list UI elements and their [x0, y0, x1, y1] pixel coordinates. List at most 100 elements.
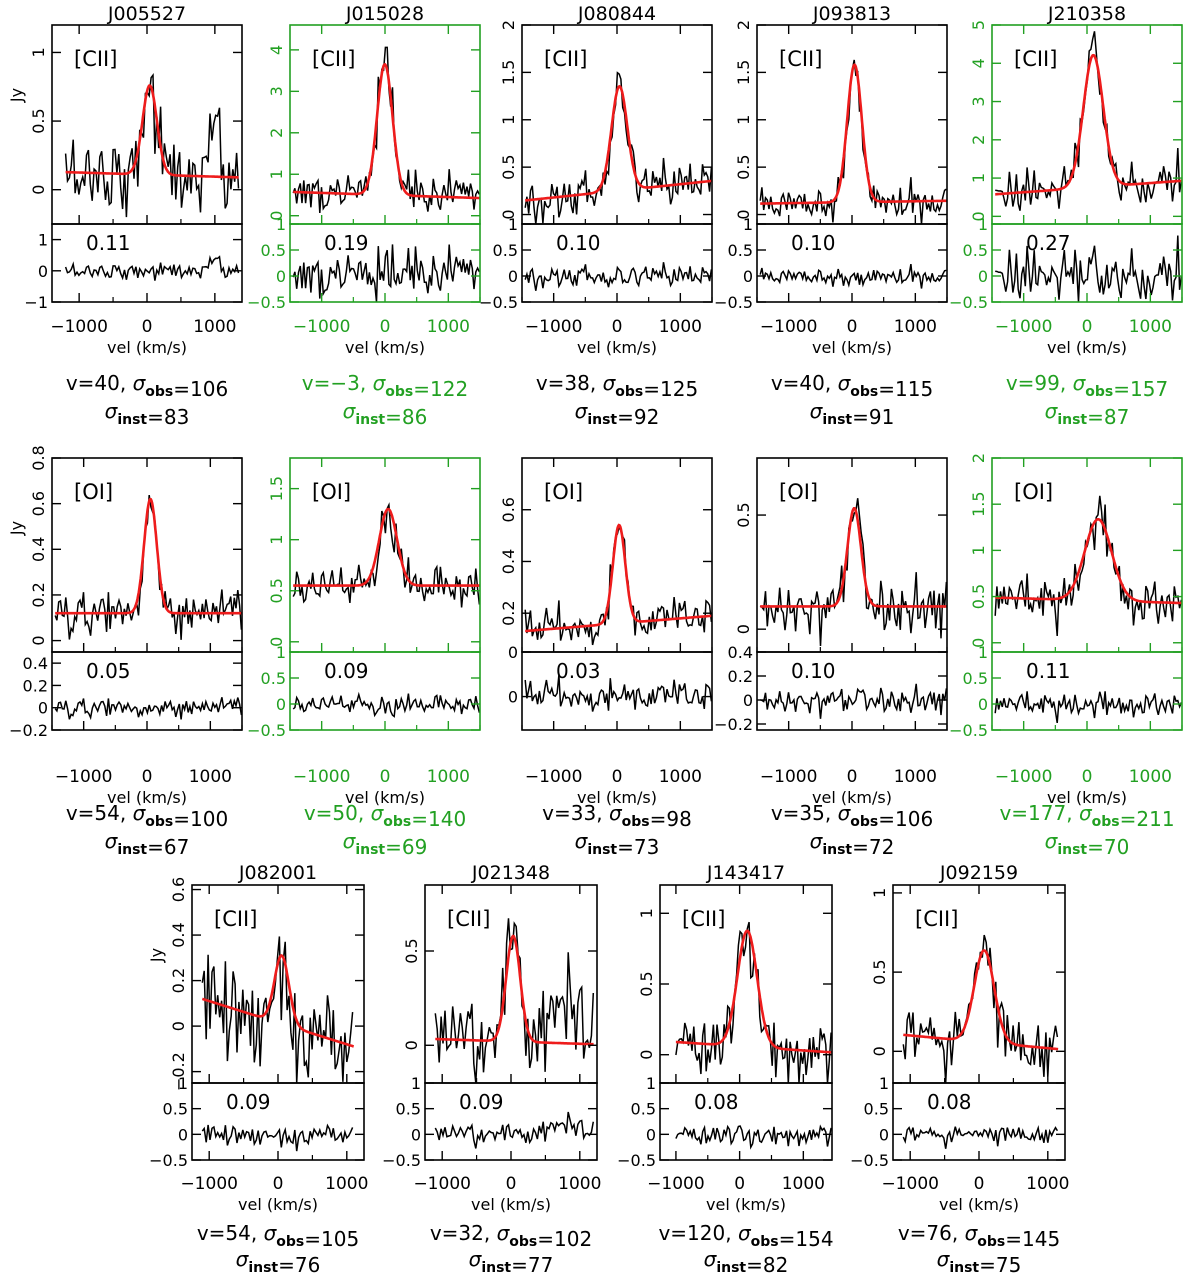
- y-tick-label: 2: [969, 135, 988, 145]
- panel-title: J092159: [939, 862, 1018, 884]
- resid-y-tick-label: 0: [743, 267, 753, 286]
- resid-y-tick-label: −0.5: [247, 293, 286, 312]
- observed-spectrum-line: [201, 936, 354, 1084]
- y-tick-label: 1: [499, 115, 518, 125]
- y-tick-label: 0.5: [734, 502, 753, 527]
- x-tick-label: −1000: [525, 767, 583, 787]
- gaussian-fit-line: [65, 84, 239, 179]
- residual-line: [434, 1111, 595, 1149]
- panel-title: J093813: [812, 3, 891, 25]
- x-tick-label: 1000: [659, 767, 702, 787]
- resid-y-tick-label: 0.5: [261, 669, 286, 688]
- fit-caption-inst: σinst=76: [236, 1247, 321, 1277]
- emission-line-label: [CII]: [74, 47, 117, 71]
- x-tick-label: 1000: [189, 767, 232, 787]
- fit-caption-velocity: v=54, σobs=105: [197, 1221, 359, 1251]
- resid-y-tick-label: 0: [978, 695, 988, 714]
- x-tick-label: −1000: [413, 1174, 471, 1194]
- x-tick-label: −1000: [293, 317, 351, 337]
- x-axis-label: vel (km/s): [345, 788, 425, 807]
- y-tick-label: 0.5: [734, 154, 753, 179]
- x-tick-label: −1000: [50, 317, 108, 337]
- fit-caption-inst: σinst=72: [810, 829, 895, 859]
- observed-spectrum-line: [902, 934, 1059, 1084]
- observed-spectrum-line: [675, 921, 832, 1084]
- y-tick-label: 0: [267, 211, 286, 221]
- y-tick-label: 3: [267, 86, 286, 96]
- x-tick-label: 0: [1082, 767, 1093, 787]
- fit-caption-inst: σinst=70: [1045, 829, 1130, 859]
- resid-y-tick-label: 0.2: [728, 667, 753, 686]
- y-tick-label: 0.6: [169, 877, 188, 902]
- fit-caption-inst: σinst=73: [575, 829, 660, 859]
- x-tick-label: 0: [847, 317, 858, 337]
- x-tick-label: 1000: [325, 1174, 368, 1194]
- x-tick-label: 1000: [427, 317, 470, 337]
- y-tick-label: 2: [969, 453, 988, 463]
- resid-y-tick-label: 0: [879, 1125, 889, 1144]
- y-tick-label: 0: [29, 185, 48, 195]
- x-tick-label: 1000: [558, 1174, 601, 1194]
- resid-y-tick-label: 0: [411, 1125, 421, 1144]
- y-tick-label: 0.6: [499, 497, 518, 522]
- resid-y-tick-label: 0.5: [163, 1100, 188, 1119]
- resid-y-tick-label: 1: [743, 215, 753, 234]
- gaussian-fit-line: [760, 506, 947, 608]
- observed-spectrum-line: [759, 498, 948, 647]
- x-tick-label: −1000: [760, 767, 818, 787]
- fit-caption-velocity: v=33, σobs=98: [542, 801, 692, 831]
- y-tick-label: 5: [969, 20, 988, 30]
- x-tick-label: −1000: [55, 767, 113, 787]
- y-tick-label: 1: [734, 115, 753, 125]
- gaussian-fit-line: [293, 62, 480, 200]
- resid-y-tick-label: 0: [178, 1125, 188, 1144]
- y-tick-label: 0.2: [169, 968, 188, 993]
- residual-rms-label: 0.10: [556, 231, 601, 255]
- resid-y-tick-label: −0.5: [714, 293, 753, 312]
- y-tick-label: 0.8: [29, 445, 48, 470]
- residual-rms-label: 0.11: [1026, 659, 1071, 683]
- emission-line-label: [OI]: [779, 480, 818, 504]
- x-tick-label: 0: [612, 767, 623, 787]
- fit-caption-inst: σinst=77: [469, 1247, 554, 1277]
- y-tick-label: 0.6: [29, 491, 48, 516]
- resid-y-tick-label: 1: [276, 643, 286, 662]
- resid-y-tick-label: −0.2: [714, 715, 753, 734]
- panel-title: J021348: [471, 862, 550, 884]
- residual-line: [54, 697, 243, 721]
- residual-rms-label: 0.10: [791, 231, 836, 255]
- gaussian-fit-line: [435, 934, 594, 1046]
- y-tick-label: 1: [267, 169, 286, 179]
- resid-y-tick-label: 0: [646, 1125, 656, 1144]
- y-tick-label: 0: [969, 638, 988, 648]
- x-tick-label: 1000: [894, 767, 937, 787]
- residual-rms-label: 0.09: [459, 1090, 504, 1114]
- panel-title: J080844: [577, 3, 656, 25]
- resid-y-tick-label: 0: [743, 691, 753, 710]
- resid-y-tick-label: 0: [276, 695, 286, 714]
- x-tick-label: 0: [612, 317, 623, 337]
- x-axis-label: vel (km/s): [345, 338, 425, 357]
- emission-line-label: [OI]: [544, 480, 583, 504]
- residual-frame: [892, 1082, 1066, 1161]
- fit-caption-inst: σinst=83: [105, 399, 190, 429]
- residual-frame: [521, 223, 713, 303]
- resid-y-tick-label: 0: [38, 262, 48, 281]
- x-axis-label: vel (km/s): [471, 1195, 551, 1214]
- y-tick-label: 0: [29, 635, 48, 645]
- resid-y-tick-label: 0.5: [963, 669, 988, 688]
- x-axis-label: vel (km/s): [939, 1195, 1019, 1214]
- residual-frame: [659, 1082, 833, 1161]
- emission-line-label: [CII]: [779, 47, 822, 71]
- resid-y-tick-label: 1: [978, 643, 988, 662]
- y-tick-label: 1: [29, 47, 48, 57]
- x-tick-label: 1000: [659, 317, 702, 337]
- x-axis-label: vel (km/s): [1047, 788, 1127, 807]
- residual-rms-label: 0.08: [927, 1090, 972, 1114]
- resid-y-tick-label: 0.2: [23, 676, 48, 695]
